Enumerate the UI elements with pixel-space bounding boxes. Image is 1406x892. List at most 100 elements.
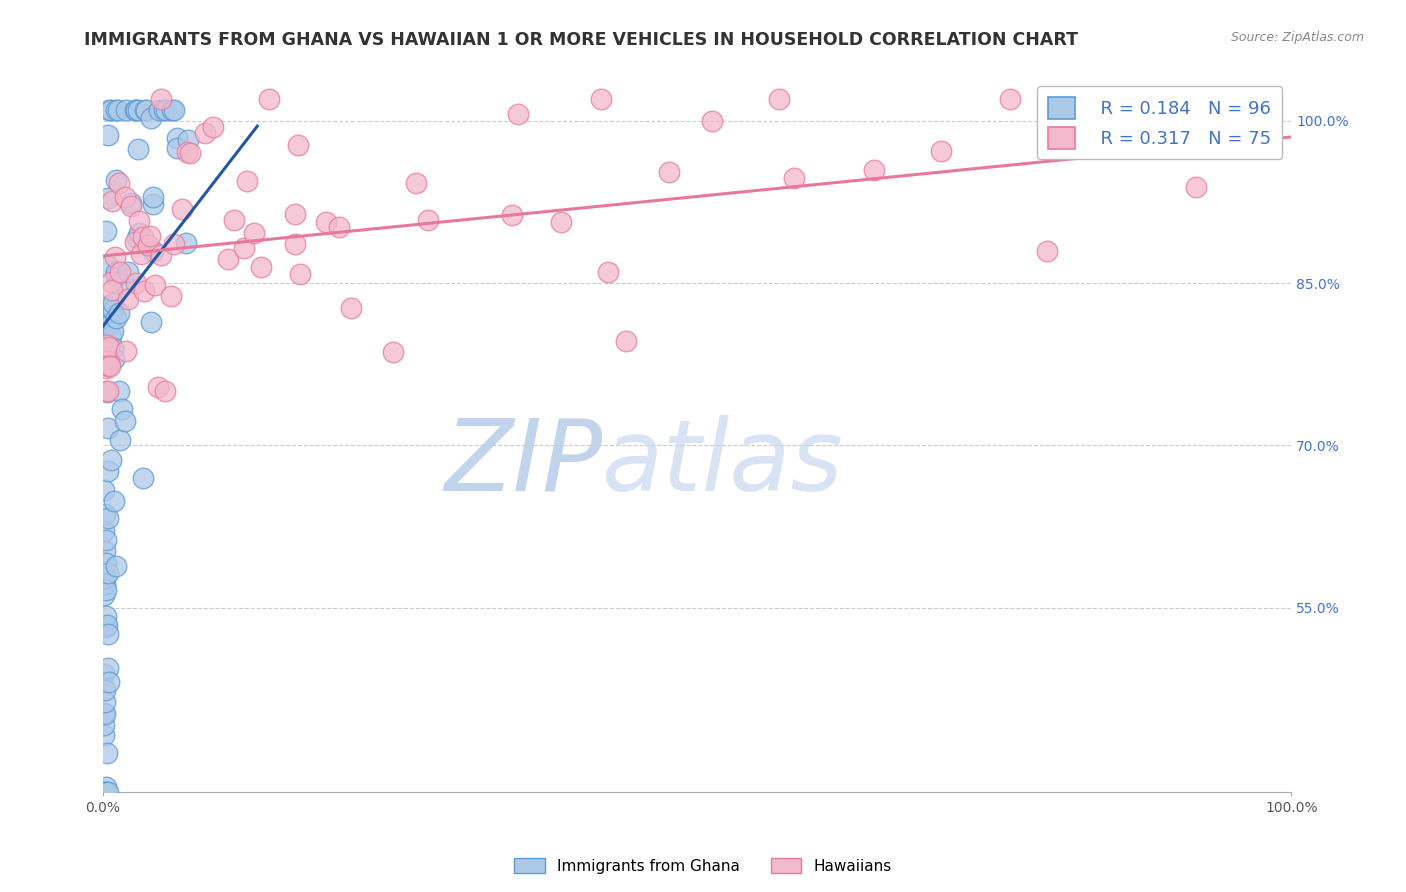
Point xyxy=(616,334,638,349)
Point xyxy=(162,103,184,117)
Point xyxy=(174,235,197,250)
Point xyxy=(94,224,117,238)
Point xyxy=(284,207,307,221)
Point xyxy=(104,173,127,187)
Point xyxy=(97,359,120,374)
Point xyxy=(93,343,115,358)
Point xyxy=(94,620,117,634)
Point xyxy=(132,471,155,485)
Point xyxy=(97,511,120,525)
Point xyxy=(127,103,149,117)
Point xyxy=(103,296,125,310)
Point xyxy=(97,661,120,675)
Point xyxy=(105,265,128,279)
Point xyxy=(1137,103,1160,117)
Point xyxy=(98,103,121,117)
Point xyxy=(550,215,572,229)
Point xyxy=(148,380,170,394)
Point xyxy=(101,302,124,317)
Point xyxy=(103,341,125,355)
Point xyxy=(110,433,132,447)
Point xyxy=(94,571,117,585)
Point xyxy=(177,133,200,147)
Point xyxy=(96,384,118,399)
Point xyxy=(94,507,117,521)
Point xyxy=(1036,244,1059,258)
Point xyxy=(135,103,157,117)
Point xyxy=(98,318,121,332)
Point xyxy=(96,746,118,760)
Point xyxy=(129,247,152,261)
Point xyxy=(194,126,217,140)
Point xyxy=(105,559,128,574)
Point xyxy=(257,92,280,106)
Point xyxy=(108,306,131,320)
Point xyxy=(114,190,136,204)
Point xyxy=(93,784,115,798)
Point xyxy=(222,213,245,227)
Point xyxy=(96,583,118,598)
Point xyxy=(236,174,259,188)
Point xyxy=(339,301,361,315)
Point xyxy=(163,237,186,252)
Point xyxy=(217,252,239,267)
Point xyxy=(132,284,155,298)
Point xyxy=(98,340,121,354)
Point xyxy=(93,718,115,732)
Point xyxy=(108,384,131,398)
Point xyxy=(93,728,115,742)
Point xyxy=(589,92,612,106)
Point xyxy=(97,566,120,581)
Point xyxy=(93,706,115,721)
Point xyxy=(328,220,350,235)
Point xyxy=(783,170,806,185)
Point xyxy=(155,103,177,117)
Point xyxy=(1144,121,1167,136)
Text: IMMIGRANTS FROM GHANA VS HAWAIIAN 1 OR MORE VEHICLES IN HOUSEHOLD CORRELATION CH: IMMIGRANTS FROM GHANA VS HAWAIIAN 1 OR M… xyxy=(84,31,1078,49)
Point xyxy=(139,111,162,125)
Point xyxy=(104,310,127,325)
Point xyxy=(287,138,309,153)
Point xyxy=(97,128,120,143)
Point xyxy=(93,588,115,602)
Point xyxy=(94,682,117,697)
Point xyxy=(929,144,952,158)
Point xyxy=(134,103,156,117)
Point xyxy=(150,92,173,106)
Point xyxy=(103,494,125,508)
Point xyxy=(115,103,138,117)
Point xyxy=(94,780,117,794)
Point xyxy=(96,384,118,399)
Point xyxy=(103,351,125,366)
Point xyxy=(97,421,120,435)
Point xyxy=(100,276,122,290)
Text: Source: ZipAtlas.com: Source: ZipAtlas.com xyxy=(1230,31,1364,45)
Point xyxy=(1185,179,1208,194)
Point xyxy=(124,235,146,249)
Point xyxy=(94,303,117,318)
Point xyxy=(153,384,176,399)
Point xyxy=(127,142,149,156)
Point xyxy=(96,354,118,368)
Point xyxy=(290,268,312,282)
Point xyxy=(94,544,117,558)
Point xyxy=(232,241,254,255)
Point xyxy=(97,675,120,690)
Point xyxy=(176,145,198,159)
Point xyxy=(96,318,118,332)
Point xyxy=(1202,141,1225,155)
Point xyxy=(508,107,530,121)
Point xyxy=(179,145,201,160)
Point xyxy=(142,244,165,258)
Point xyxy=(143,278,166,293)
Point xyxy=(501,208,523,222)
Point xyxy=(416,213,439,227)
Point xyxy=(93,784,115,798)
Point xyxy=(94,533,117,547)
Text: ZIP: ZIP xyxy=(444,415,602,511)
Point xyxy=(121,196,143,211)
Point xyxy=(97,259,120,273)
Legend: Immigrants from Ghana, Hawaiians: Immigrants from Ghana, Hawaiians xyxy=(509,852,897,880)
Point xyxy=(97,784,120,798)
Point xyxy=(97,384,120,399)
